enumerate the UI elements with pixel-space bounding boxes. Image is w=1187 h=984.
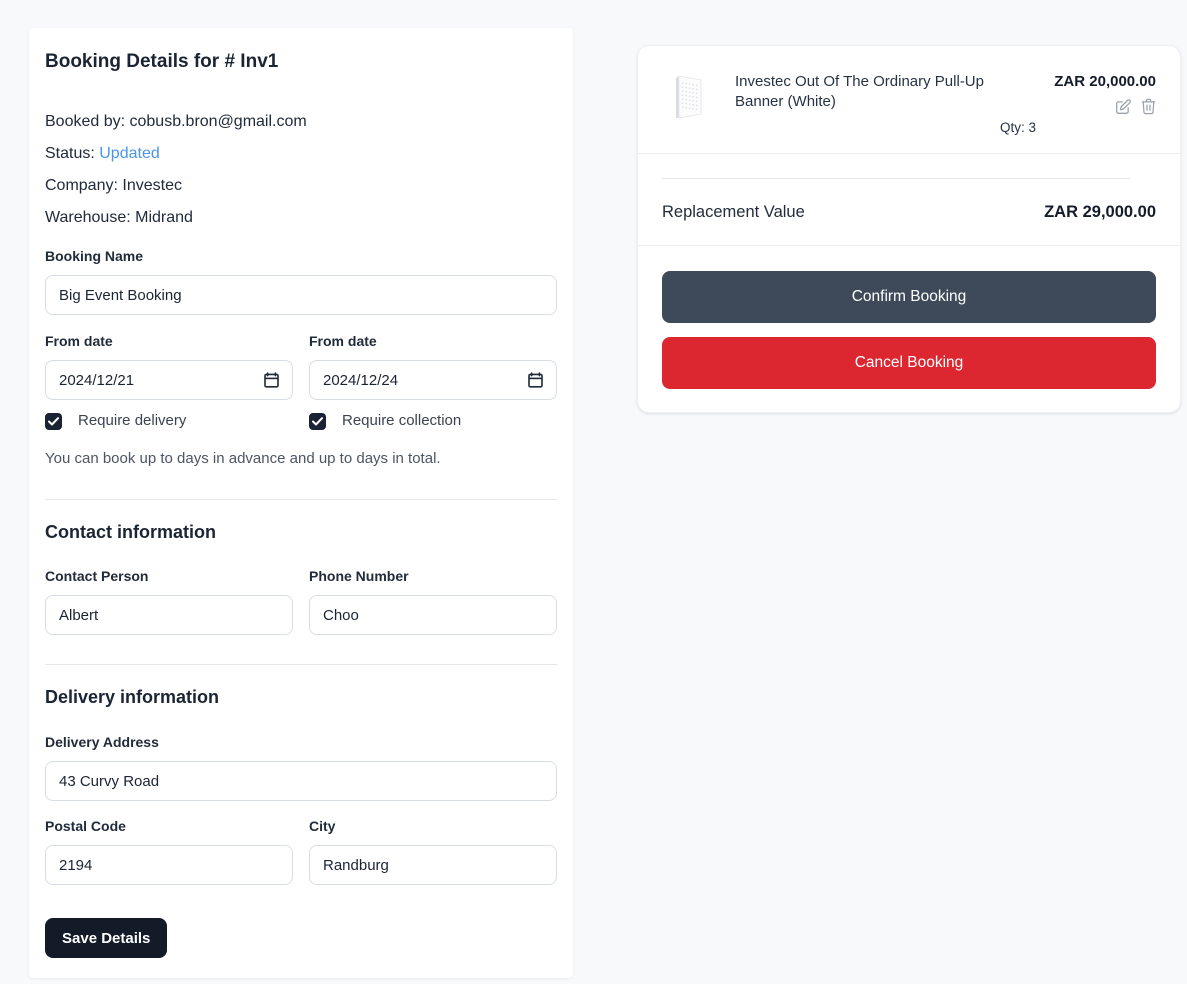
postal-code-label: Postal Code <box>45 818 126 834</box>
contact-person-input[interactable] <box>45 595 293 635</box>
require-delivery-checkbox[interactable] <box>45 412 62 430</box>
confirm-booking-button[interactable]: Confirm Booking <box>662 271 1156 323</box>
from-date-value: 2024/12/21 <box>59 371 135 389</box>
cancel-booking-button[interactable]: Cancel Booking <box>662 337 1156 389</box>
replacement-value-amount: ZAR 29,000.00 <box>1044 203 1156 221</box>
cart-item-row: Investec Out Of The Ordinary Pull-Up Ban… <box>638 46 1180 154</box>
delivery-section-heading: Delivery information <box>45 687 220 707</box>
booking-actions: Confirm Booking Cancel Booking <box>638 246 1180 412</box>
booking-name-input[interactable] <box>45 275 557 315</box>
warehouse-label: Warehouse: <box>45 209 136 226</box>
phone-number-input[interactable] <box>309 595 557 635</box>
to-date-value: 2024/12/24 <box>323 371 399 389</box>
to-date-label: From date <box>309 333 377 349</box>
booking-details-card: Booking Details for # Inv1 Booked by: co… <box>29 28 573 978</box>
contact-person-label: Contact Person <box>45 568 149 584</box>
city-label: City <box>309 818 336 834</box>
booking-note: You can book up to days in advance and u… <box>45 450 441 467</box>
delivery-address-input[interactable] <box>45 761 557 801</box>
contact-section-heading: Contact information <box>45 522 216 542</box>
calendar-icon[interactable] <box>264 372 279 388</box>
require-collection-checkbox[interactable] <box>309 412 326 430</box>
calendar-icon[interactable] <box>528 372 543 388</box>
require-collection-label: Require collection <box>342 412 462 429</box>
cart-item-price: ZAR 20,000.00 <box>1054 73 1156 90</box>
summary-divider <box>662 178 1130 179</box>
page-title: Booking Details for # Inv1 <box>45 51 279 72</box>
from-date-input[interactable]: 2024/12/21 <box>45 360 293 400</box>
from-date-label: From date <box>45 333 113 349</box>
replacement-value-label: Replacement Value <box>662 203 805 221</box>
divider <box>45 499 557 500</box>
warehouse-value: Midrand <box>135 209 193 226</box>
booking-name-label: Booking Name <box>45 248 144 264</box>
summary-section: Replacement Value ZAR 29,000.00 <box>638 178 1180 246</box>
city-input[interactable] <box>309 845 557 885</box>
postal-code-input[interactable] <box>45 845 293 885</box>
cart-item-name: Investec Out Of The Ordinary Pull-Up Ban… <box>735 73 984 110</box>
delivery-address-label: Delivery Address <box>45 734 159 750</box>
delete-item-icon[interactable] <box>1141 98 1156 115</box>
order-summary-card: Investec Out Of The Ordinary Pull-Up Ban… <box>637 45 1181 413</box>
warehouse-line: Warehouse: Midrand <box>45 206 557 230</box>
company-value: Investec <box>122 177 182 194</box>
cart-item-quantity: Qty: 3 <box>999 120 1036 135</box>
save-details-button[interactable]: Save Details <box>45 918 168 958</box>
require-delivery-label: Require delivery <box>78 412 187 429</box>
phone-number-label: Phone Number <box>309 568 409 584</box>
booked-by-label: Booked by: <box>45 113 130 130</box>
to-date-input[interactable]: 2024/12/24 <box>309 360 557 400</box>
status-line: Status: Updated <box>45 142 557 166</box>
status-value-link[interactable]: Updated <box>99 145 160 162</box>
company-label: Company: <box>45 177 123 194</box>
company-line: Company: Investec <box>45 174 557 198</box>
booked-by-value: cobusb.bron@gmail.com <box>129 113 307 130</box>
product-thumbnail <box>670 73 704 119</box>
booked-by-line: Booked by: cobusb.bron@gmail.com <box>45 110 557 134</box>
divider <box>45 664 557 665</box>
edit-item-icon[interactable] <box>1115 98 1132 115</box>
status-label: Status: <box>45 145 100 162</box>
